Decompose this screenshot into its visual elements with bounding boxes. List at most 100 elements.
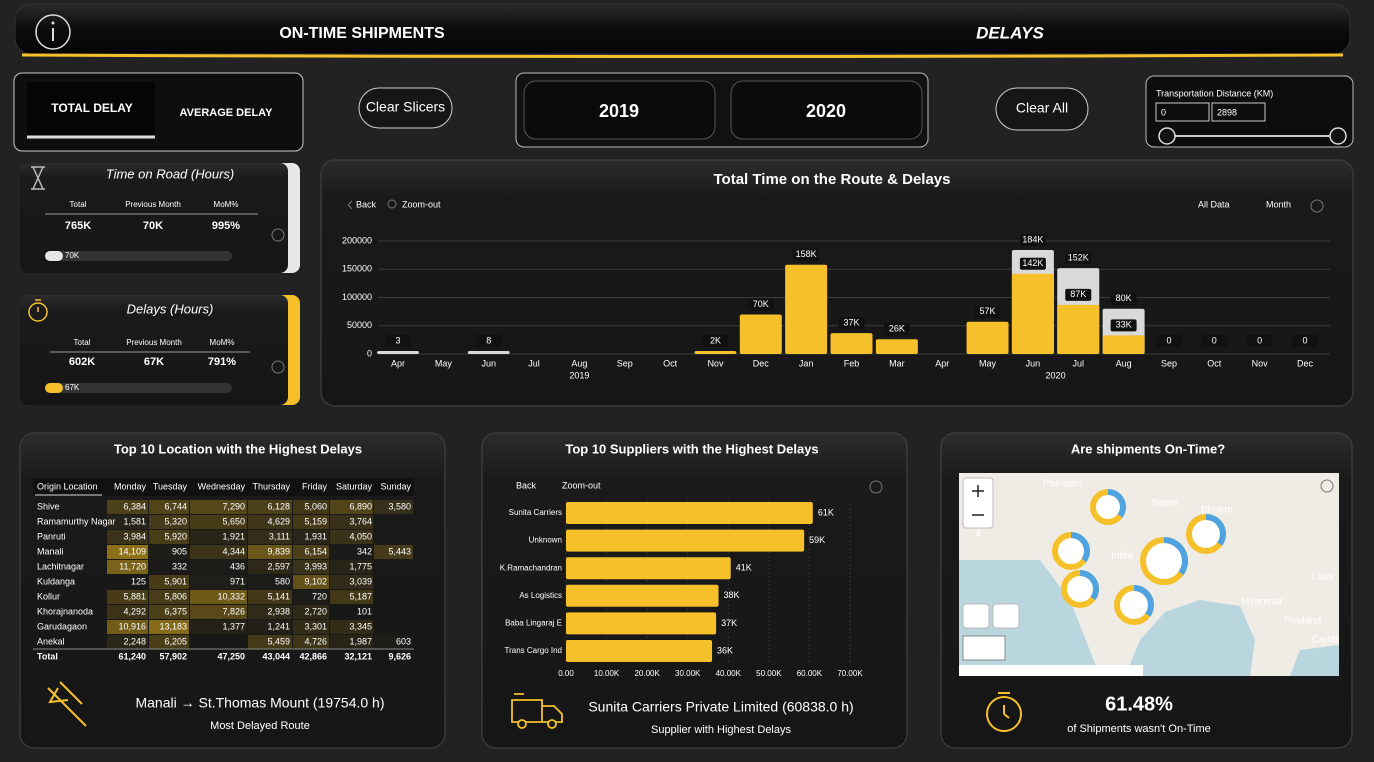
nav-tab[interactable]: DELAYS bbox=[976, 23, 1044, 42]
heat-cell bbox=[149, 605, 189, 619]
x-tick-label: 60.00K bbox=[797, 669, 823, 678]
year-label[interactable]: 2019 bbox=[599, 101, 639, 121]
help-icon[interactable] bbox=[271, 228, 285, 242]
heat-cell bbox=[149, 575, 189, 589]
x-tick-label: 40.00K bbox=[716, 669, 742, 678]
help-icon[interactable] bbox=[1310, 199, 1324, 213]
help-icon[interactable] bbox=[271, 360, 285, 374]
map-place: Pakistan bbox=[1043, 479, 1081, 490]
heat-cell bbox=[107, 590, 148, 604]
x-tick-label: 30.00K bbox=[675, 669, 701, 678]
table-cell: 4,344 bbox=[222, 546, 245, 556]
data-label: 41K bbox=[736, 563, 752, 573]
button-label[interactable]: Clear Slicers bbox=[366, 99, 445, 115]
pin-icon bbox=[47, 681, 87, 727]
y-tick-label: Baba Lingaraj E bbox=[505, 619, 562, 628]
cluster-ring-share bbox=[1186, 514, 1226, 554]
table-cell: 3,580 bbox=[388, 501, 411, 511]
toolbar-item[interactable]: Month bbox=[1266, 199, 1291, 209]
x-tick-label: Sep bbox=[1161, 358, 1177, 368]
table-cell: 10,916 bbox=[118, 621, 146, 631]
pill-button[interactable] bbox=[995, 87, 1089, 131]
table-cell: 4,726 bbox=[304, 636, 327, 646]
table-cell: 1,241 bbox=[267, 621, 290, 631]
data-label-bg bbox=[1065, 288, 1092, 301]
x-tick-label: Nov bbox=[1252, 358, 1269, 368]
table-cell: 9,839 bbox=[267, 546, 290, 556]
map-tool-button[interactable] bbox=[992, 603, 1020, 629]
pill-button[interactable] bbox=[358, 87, 453, 129]
column-header: Thursday bbox=[252, 481, 290, 491]
heat-cell bbox=[330, 575, 373, 589]
heat-cell bbox=[149, 590, 189, 604]
data-label: 80K bbox=[1116, 293, 1132, 303]
column-header: Friday bbox=[302, 481, 328, 491]
data-label-bg bbox=[883, 323, 910, 336]
slider-handle[interactable] bbox=[1158, 127, 1176, 145]
cluster-ring-share bbox=[1052, 532, 1090, 570]
row-label: Khorajnanoda bbox=[37, 606, 93, 616]
hourglass-icon bbox=[31, 166, 45, 190]
row-label: Shive bbox=[37, 501, 60, 511]
route-summary: Manali → St.Thomas Mount (19754.0 h) bbox=[135, 695, 384, 711]
stopwatch-icon bbox=[28, 302, 48, 322]
x-tick-label: Aug bbox=[571, 358, 587, 368]
table-cell: 6,384 bbox=[123, 501, 146, 511]
kpi-header: Total bbox=[74, 338, 91, 347]
table-cell: 2,938 bbox=[267, 606, 290, 616]
slicer-input[interactable] bbox=[1211, 102, 1266, 122]
sea bbox=[1290, 645, 1339, 676]
year-button[interactable] bbox=[523, 80, 716, 140]
table-cell: 6,205 bbox=[164, 636, 187, 646]
info-button[interactable] bbox=[35, 14, 71, 50]
table-cell: 1,931 bbox=[304, 531, 327, 541]
heat-cell bbox=[107, 500, 148, 514]
total-cell: 9,626 bbox=[388, 651, 411, 661]
year-button[interactable] bbox=[730, 80, 923, 140]
heat-cell bbox=[107, 530, 148, 544]
column-header: Tuesday bbox=[153, 481, 188, 491]
ontime-value: 61.48% bbox=[1105, 693, 1173, 715]
table-title: Top 10 Location with the Highest Delays bbox=[114, 441, 362, 456]
bar bbox=[785, 264, 828, 354]
x-tick-label: Jul bbox=[528, 358, 540, 368]
cluster-label: 355.0 bbox=[1196, 529, 1217, 538]
heat-cell bbox=[330, 635, 373, 649]
toolbar-item[interactable]: All Data bbox=[1198, 199, 1230, 209]
x-tick-label: May bbox=[435, 358, 453, 368]
table-cell: 6,890 bbox=[349, 501, 372, 511]
toolbar-item[interactable]: Zoom-out bbox=[562, 480, 601, 490]
toolbar-item[interactable]: Back bbox=[516, 480, 537, 490]
slider-handle[interactable] bbox=[1329, 127, 1347, 145]
slicer-input[interactable] bbox=[1155, 102, 1210, 122]
data-label: 152K bbox=[1068, 252, 1089, 262]
help-icon[interactable] bbox=[869, 480, 883, 494]
toggle-active bbox=[27, 82, 155, 138]
help-icon[interactable] bbox=[1320, 479, 1334, 493]
map-tool-button[interactable] bbox=[962, 603, 990, 629]
nav-tab[interactable]: ON-TIME SHIPMENTS bbox=[279, 25, 445, 42]
table-cell: 332 bbox=[172, 561, 187, 571]
kpi-header: Total bbox=[70, 200, 87, 209]
data-label-bg bbox=[702, 335, 729, 347]
year-label[interactable]: 2020 bbox=[806, 101, 846, 121]
toolbar-item[interactable]: Zoom-out bbox=[402, 199, 441, 209]
y-tick-label: 200000 bbox=[342, 235, 372, 245]
kpi-title: Delays (Hours) bbox=[127, 301, 214, 316]
toggle-option[interactable]: AVERAGE DELAY bbox=[180, 107, 274, 119]
table-cell: 5,650 bbox=[222, 516, 245, 526]
table-cell: 1,377 bbox=[222, 621, 245, 631]
zoom-control[interactable] bbox=[962, 477, 994, 529]
toolbar-item[interactable]: Back bbox=[356, 199, 377, 209]
slicer-value: 0 bbox=[1161, 107, 1166, 117]
x-tick-label: Aug bbox=[1116, 358, 1132, 368]
button-label[interactable]: Clear All bbox=[1016, 100, 1068, 116]
map-attribution: © ZoomCharts, © OpenStreetMap contributo… bbox=[962, 666, 1127, 675]
data-label: 26K bbox=[889, 324, 905, 334]
kpi-header: MoM% bbox=[214, 200, 239, 209]
data-label: 33K bbox=[1116, 320, 1132, 330]
data-label: 0 bbox=[1212, 335, 1217, 345]
toggle-option[interactable]: TOTAL DELAY bbox=[51, 101, 133, 115]
cluster-label: 90.0 bbox=[1156, 556, 1172, 565]
